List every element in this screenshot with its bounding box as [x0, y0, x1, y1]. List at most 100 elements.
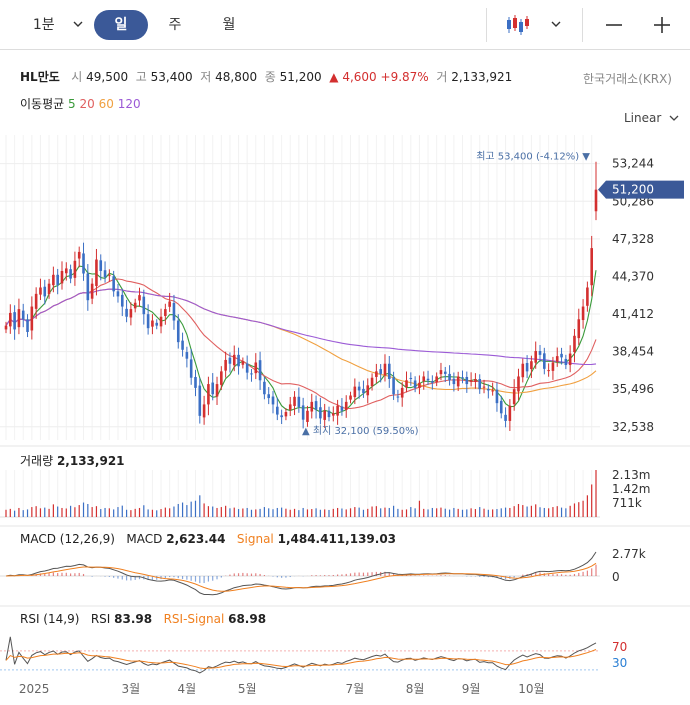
- chart-type-dropdown[interactable]: [544, 10, 568, 40]
- volume-bar: [586, 495, 588, 517]
- macd-histogram-bar: [341, 574, 343, 576]
- volume-bar: [448, 509, 451, 517]
- volume-bar: [169, 508, 171, 517]
- volume-bar: [504, 507, 507, 517]
- scale-select[interactable]: Linear: [624, 111, 679, 125]
- moving-average-lines: [5, 265, 597, 415]
- volume-bar: [302, 507, 304, 517]
- volume-bar: [298, 510, 300, 517]
- volume-bar: [61, 507, 63, 517]
- volume-bar: [108, 508, 110, 517]
- volume-bar: [177, 503, 179, 517]
- chevron-down-icon: [73, 21, 83, 27]
- candle-body: [47, 283, 51, 295]
- candle-body: [254, 362, 258, 374]
- volume-bar: [212, 506, 214, 517]
- volume-title: 거래량 2,133,921: [20, 454, 125, 468]
- volume-bar: [113, 509, 115, 517]
- candle-body: [314, 401, 318, 410]
- volume-bar: [190, 501, 192, 517]
- macd-histogram-bar: [315, 575, 317, 576]
- candle-body: [474, 379, 477, 382]
- candle-body: [207, 384, 210, 405]
- candle-body: [228, 357, 232, 364]
- candle-body: [370, 377, 374, 387]
- candle-body: [288, 404, 292, 410]
- tab-weekly[interactable]: 주: [168, 17, 182, 33]
- rsi-line: [5, 636, 597, 674]
- candle-body: [560, 353, 563, 358]
- macd-histogram-bar: [591, 568, 593, 576]
- macd-histogram-bar: [39, 573, 42, 576]
- high-label: 고: [135, 70, 147, 84]
- volume-bar: [100, 509, 102, 517]
- macd-histogram-bar: [216, 576, 218, 580]
- candle-body: [400, 387, 404, 398]
- macd-histogram-bar: [332, 574, 334, 576]
- candle-body: [586, 287, 589, 306]
- volume-bar: [565, 508, 567, 517]
- candle-body: [34, 293, 38, 309]
- candle-body: [456, 376, 460, 387]
- interval-select[interactable]: 1분: [28, 10, 88, 40]
- macd-histogram-bar: [199, 576, 201, 584]
- macd-histogram-bar: [367, 572, 369, 576]
- macd-histogram-bar: [255, 573, 257, 576]
- candle-body: [237, 354, 240, 367]
- volume-bar: [530, 505, 533, 517]
- macd-histogram-bar: [242, 572, 244, 576]
- candle-body: [245, 363, 249, 373]
- candle-body: [280, 415, 283, 418]
- tab-monthly[interactable]: 월: [222, 17, 236, 33]
- zoom-out-button[interactable]: [598, 10, 630, 40]
- zoom-in-button[interactable]: [646, 10, 678, 40]
- low-marker: ▲ 최지 32,100 (59.50%): [302, 425, 419, 437]
- chevron-down-icon: [669, 115, 679, 121]
- candle-body: [202, 404, 206, 418]
- macd-value: 2,623.44: [166, 532, 226, 546]
- change-pct: +9.87%: [380, 70, 429, 84]
- time-tick-label: 10월: [518, 682, 544, 696]
- macd-histogram-bar: [345, 573, 347, 576]
- macd-histogram-bar: [147, 576, 149, 581]
- macd-histogram-bar: [237, 573, 240, 576]
- macd-histogram-bar: [169, 576, 171, 578]
- volume-bar: [147, 509, 149, 517]
- macd-histogram-bar: [573, 573, 576, 576]
- macd-histogram-bar: [375, 571, 377, 576]
- moving-average-legend: 이동평균 5 20 60 120: [20, 95, 141, 112]
- interval-label: 1분: [32, 17, 55, 33]
- candle-body: [508, 405, 512, 421]
- candle-body: [573, 335, 576, 353]
- volume-label: 거: [436, 70, 448, 84]
- volume-bar: [233, 507, 235, 517]
- volume-panel-value: 2,133,921: [56, 454, 125, 468]
- volume-bar: [242, 508, 244, 517]
- volume-bar: [22, 510, 24, 517]
- volume-bar: [354, 507, 356, 517]
- candle-body: [284, 412, 288, 417]
- macd-histogram-bar: [246, 573, 248, 576]
- price-tick-label: 32,538: [612, 420, 654, 434]
- candle-body: [353, 386, 357, 398]
- volume-bar: [285, 508, 287, 517]
- macd-histogram-bar: [285, 576, 287, 578]
- tab-daily[interactable]: 일: [94, 10, 148, 40]
- macd-histogram-bar: [250, 573, 253, 576]
- macd-histogram-bar: [108, 576, 110, 577]
- candle-body: [495, 389, 499, 404]
- volume-bar: [444, 508, 446, 517]
- volume-bar: [522, 505, 524, 517]
- time-tick-label: 3월: [122, 682, 141, 696]
- chart-type-button[interactable]: [500, 10, 536, 40]
- volume-panel-label: 거: [20, 454, 32, 468]
- macd-histogram-bar: [134, 576, 136, 580]
- candle-body: [349, 395, 352, 400]
- macd-histogram-bar: [44, 573, 46, 576]
- candle-body: [422, 376, 426, 382]
- candle-body: [366, 385, 370, 396]
- volume-bar: [431, 507, 433, 517]
- macd-histogram-bar: [586, 570, 588, 576]
- low-value: 48,800: [215, 70, 258, 84]
